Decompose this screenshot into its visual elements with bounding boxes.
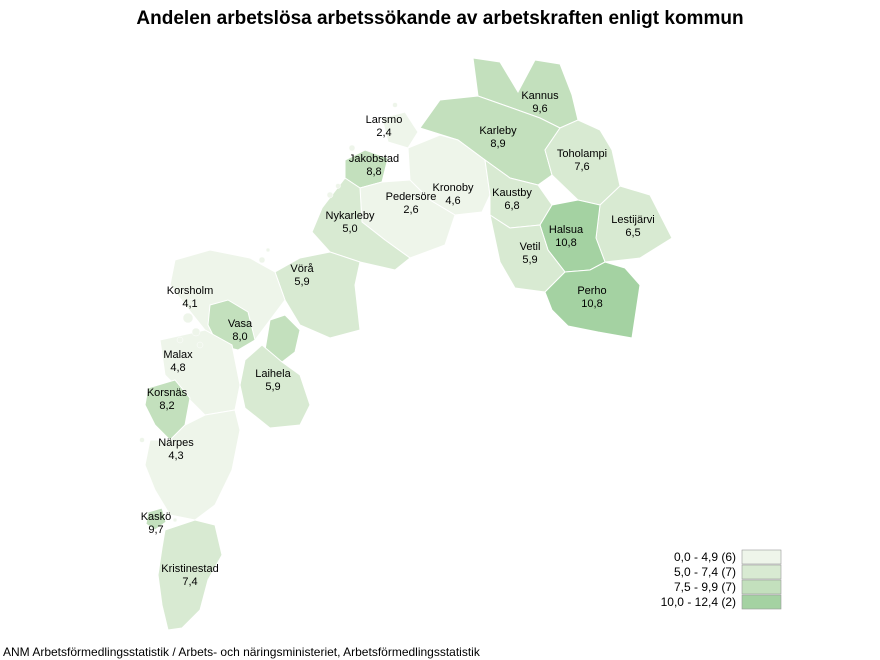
label-value-4: 8,8 — [366, 166, 381, 178]
label-name-11: Vetil — [520, 241, 541, 253]
label-value-12: 5,9 — [294, 276, 309, 288]
legend-label-3: 10,0 - 12,4 (2) — [661, 595, 736, 609]
label-name-8: Lestijärvi — [611, 214, 654, 226]
label-name-3: Toholampi — [557, 148, 607, 160]
label-name-9: Nykarleby — [326, 210, 375, 222]
region-narpes[interactable] — [144, 409, 241, 521]
label-value-21: 7,4 — [182, 576, 197, 588]
label-value-14: 4,1 — [182, 298, 197, 310]
map-legend: 0,0 - 4,9 (6)5,0 - 7,4 (7)7,5 - 9,9 (7)1… — [661, 549, 782, 610]
label-value-3: 7,6 — [574, 161, 589, 173]
region-laihela[interactable] — [239, 344, 311, 429]
label-value-6: 2,6 — [403, 204, 418, 216]
region-korsholm[interactable] — [169, 249, 286, 346]
label-value-10: 10,8 — [555, 237, 576, 249]
label-value-20: 9,7 — [148, 524, 163, 536]
legend-swatch-1 — [741, 564, 782, 580]
label-name-12: Vörå — [290, 263, 314, 275]
region-larsmo[interactable] — [381, 111, 419, 149]
archipelago-islands — [139, 102, 398, 523]
label-name-5: Kronoby — [433, 182, 474, 194]
region-kristinestad[interactable] — [157, 519, 223, 631]
label-name-21: Kristinestad — [161, 563, 218, 575]
label-value-9: 5,0 — [342, 223, 357, 235]
label-value-11: 5,9 — [522, 254, 537, 266]
label-name-13: Perho — [577, 285, 606, 297]
label-name-6: Pedersöre — [386, 191, 437, 203]
region-vasa[interactable] — [207, 299, 256, 351]
region-nykarleby[interactable] — [311, 177, 411, 271]
label-name-16: Malax — [163, 349, 193, 361]
label-name-10: Halsua — [549, 224, 584, 236]
label-value-15: 8,0 — [232, 331, 247, 343]
label-value-16: 4,8 — [170, 362, 185, 374]
label-name-2: Karleby — [479, 125, 517, 137]
legend-swatch-3 — [741, 594, 782, 610]
label-name-18: Korsnäs — [147, 387, 188, 399]
label-name-17: Laihela — [255, 368, 291, 380]
label-value-17: 5,9 — [265, 381, 280, 393]
map-title: Andelen arbetslösa arbetssökande av arbe… — [136, 8, 744, 29]
label-name-1: Larsmo — [366, 114, 403, 126]
label-value-7: 6,8 — [504, 200, 519, 212]
region-perho[interactable] — [544, 261, 641, 339]
region-kasko[interactable] — [145, 507, 167, 531]
label-value-13: 10,8 — [581, 298, 602, 310]
label-value-18: 8,2 — [159, 400, 174, 412]
label-value-19: 4,3 — [168, 450, 183, 462]
legend-swatch-2 — [741, 579, 782, 595]
legend-label-1: 5,0 - 7,4 (7) — [674, 565, 736, 579]
label-value-1: 2,4 — [376, 127, 391, 139]
region-vora[interactable] — [274, 251, 361, 339]
legend-label-2: 7,5 - 9,9 (7) — [674, 580, 736, 594]
legend-label-0: 0,0 - 4,9 (6) — [674, 550, 736, 564]
label-name-19: Närpes — [158, 437, 194, 449]
label-name-20: Kaskö — [141, 511, 172, 523]
label-name-0: Kannus — [521, 90, 559, 102]
label-name-14: Korsholm — [167, 285, 213, 297]
label-value-5: 4,6 — [445, 195, 460, 207]
label-name-7: Kaustby — [492, 187, 532, 199]
label-value-0: 9,6 — [532, 103, 547, 115]
source-note: ANM Arbetsförmedlingsstatistik / Arbets-… — [3, 645, 480, 659]
label-value-2: 8,9 — [490, 138, 505, 150]
legend-swatch-0 — [741, 549, 782, 565]
label-name-15: Vasa — [228, 318, 253, 330]
label-value-8: 6,5 — [625, 227, 640, 239]
regions-layer — [139, 57, 673, 631]
label-name-4: Jakobstad — [349, 153, 399, 165]
